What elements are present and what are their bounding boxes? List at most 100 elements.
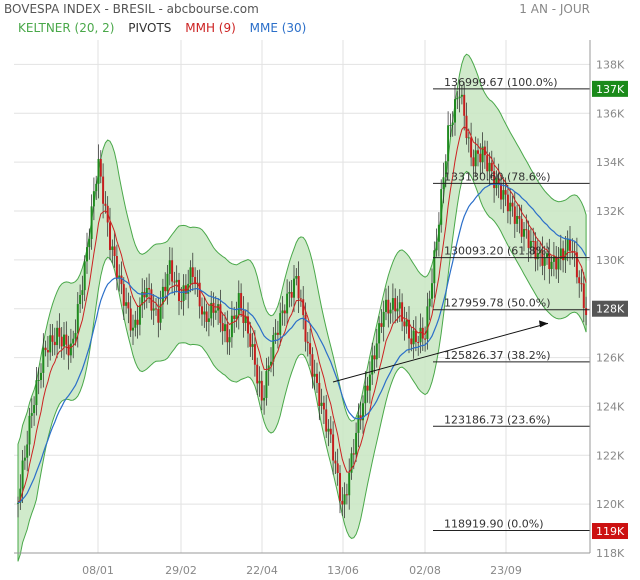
candle-body [205, 311, 208, 322]
candle-body [37, 379, 40, 381]
candle-body [486, 155, 489, 172]
candle-body [493, 171, 496, 189]
legend-pivots: PIVOTS [128, 21, 172, 35]
candle-body [23, 457, 26, 461]
candle-body [543, 257, 546, 266]
x-tick-label: 13/06 [327, 564, 359, 577]
candle-body [557, 259, 560, 270]
candle-body [477, 150, 479, 154]
candle-body [44, 347, 47, 351]
price-tag [592, 80, 628, 97]
candle-body [467, 137, 470, 139]
candle-body [329, 428, 332, 435]
candle-body [164, 286, 167, 292]
candle-body [502, 190, 505, 200]
candle-body [470, 137, 473, 158]
candle-body [184, 285, 187, 294]
candle-body [288, 292, 291, 294]
candle-body [279, 313, 282, 335]
candle-body [513, 206, 516, 224]
fib-label: 123186.73 (23.6%) [444, 413, 551, 426]
candle-body [550, 261, 553, 270]
candle-body [437, 224, 440, 242]
candle-body [465, 115, 468, 138]
candle-body [410, 338, 413, 345]
candle-body [345, 494, 348, 496]
price-tags: 137K 128K 119K [592, 80, 628, 540]
candle-body [26, 444, 29, 458]
candle-body [122, 284, 125, 306]
candle-body [180, 301, 183, 303]
candle-body [391, 298, 394, 310]
candle-body [396, 308, 399, 312]
y-tick-label: 122K [596, 449, 625, 462]
keltner-band [17, 53, 587, 562]
candle-body [562, 248, 565, 261]
candle-body [136, 319, 139, 325]
candle-body [571, 250, 574, 252]
candle-body [127, 302, 130, 309]
candle-body [56, 327, 59, 346]
candle-body [325, 409, 328, 432]
candle-body [168, 260, 171, 274]
candle-body [251, 344, 254, 347]
candle-body [240, 293, 243, 311]
candle-body [30, 413, 33, 416]
trend-arrowhead [539, 320, 548, 328]
candle-body [559, 248, 562, 260]
candle-body [355, 432, 358, 455]
candle-body [95, 183, 98, 192]
candle-body [224, 324, 226, 332]
candle-body [283, 310, 286, 314]
x-tick-label: 29/02 [165, 564, 197, 577]
candle-body [460, 94, 463, 97]
trend-arrow [332, 322, 549, 383]
legend-mme: MME (30) [249, 21, 307, 35]
candle-body [228, 337, 231, 343]
candle-body [447, 125, 450, 162]
candle-body [311, 354, 314, 377]
candle-body [81, 290, 84, 295]
candle-body [334, 460, 337, 464]
candle-body [569, 239, 571, 251]
candle-body [28, 415, 31, 445]
candle-body [166, 273, 169, 292]
x-tick-label: 22/04 [246, 564, 278, 577]
candle-body [63, 334, 65, 347]
candle-body [173, 281, 176, 283]
candle-body [83, 261, 86, 291]
candle-body [219, 304, 222, 324]
candle-body [214, 310, 217, 313]
candle-body [249, 333, 252, 347]
candle-body [191, 267, 194, 277]
candle-body [539, 250, 542, 254]
candle-body [210, 302, 213, 319]
candle-body [233, 315, 236, 319]
candle-body [424, 338, 427, 340]
candle-body [380, 323, 383, 327]
candle-body [527, 230, 530, 248]
candle-body [194, 276, 197, 285]
candle-body [207, 318, 210, 322]
candle-body [440, 189, 443, 225]
candle-body [389, 309, 392, 314]
candle-body [500, 183, 502, 200]
candle-body [320, 402, 323, 406]
candle-body [555, 256, 558, 270]
candle-body [134, 319, 137, 328]
candle-body [444, 161, 447, 178]
candle-body [490, 162, 493, 172]
candle-body [387, 299, 390, 314]
candle-body [368, 374, 371, 391]
candle-body [585, 308, 588, 316]
candle-body [548, 253, 551, 270]
candle-body [235, 314, 238, 319]
candle-body [497, 178, 500, 184]
price-tag-label: 119K [596, 525, 625, 538]
candle-body [306, 341, 309, 344]
candle-body [290, 292, 293, 298]
chart-title: BOVESPA INDEX - BRESIL - abcbourse.com [4, 2, 259, 16]
x-tick-label: 02/08 [409, 564, 441, 577]
candle-body [412, 330, 415, 345]
candle-body [426, 306, 429, 339]
